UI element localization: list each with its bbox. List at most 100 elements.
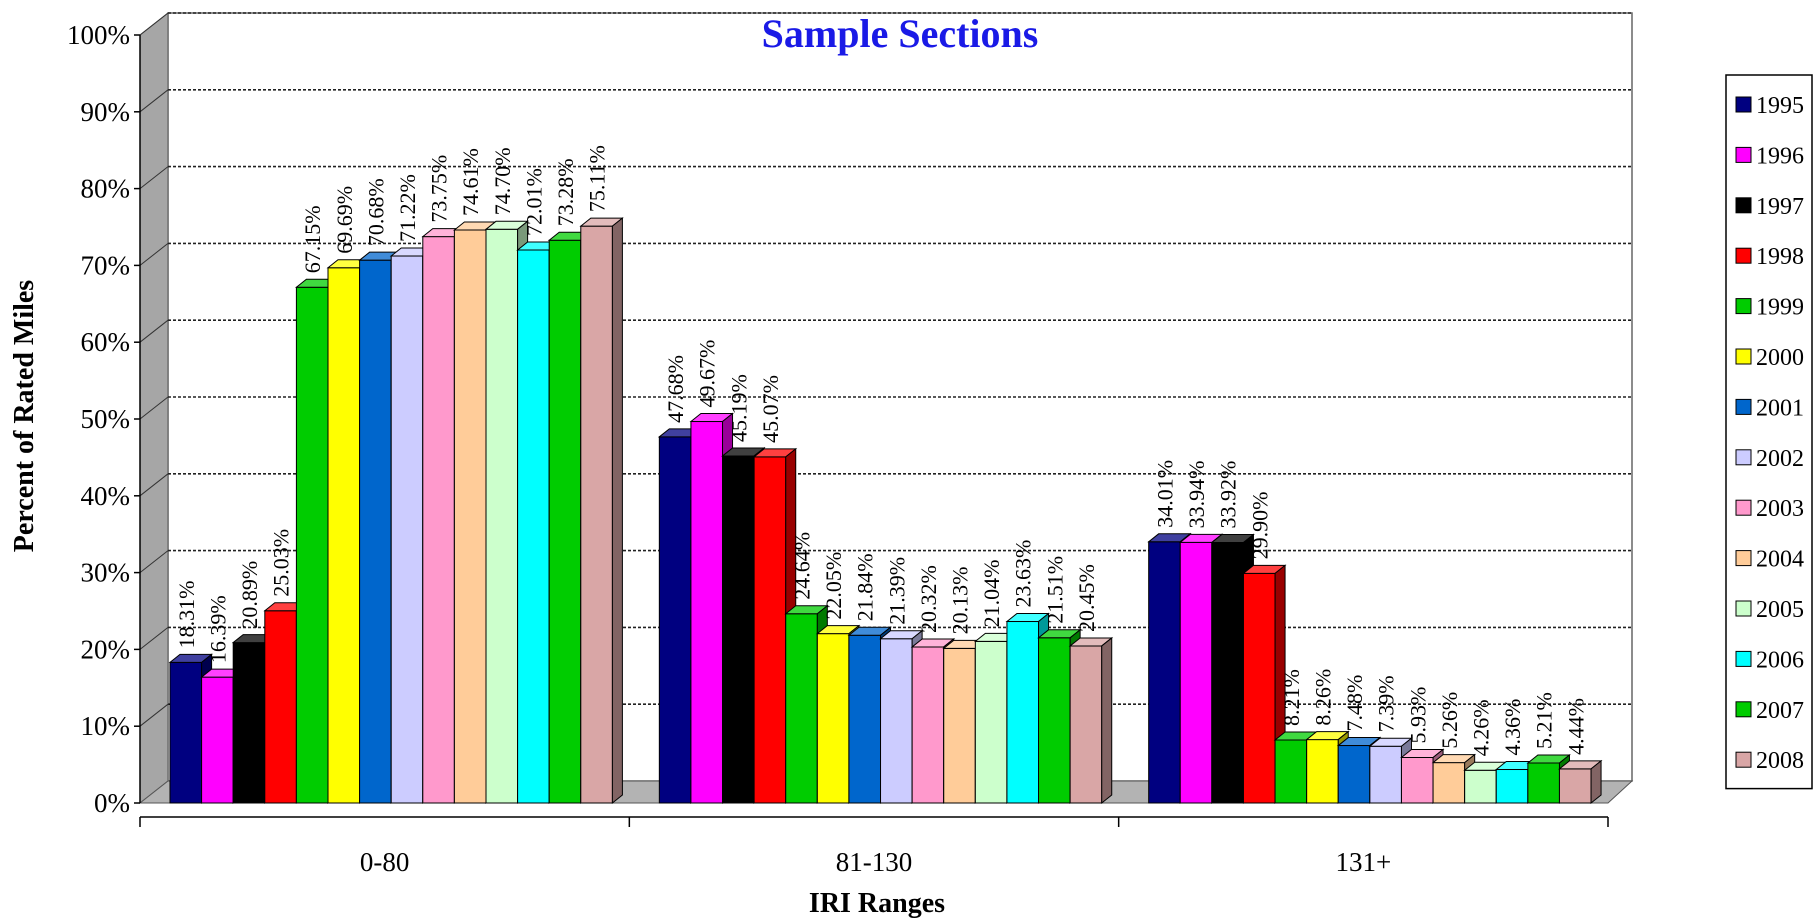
bar-front bbox=[690, 421, 724, 804]
bar-front bbox=[1558, 768, 1592, 804]
gridlines bbox=[139, 12, 1632, 727]
legend-label: 2007 bbox=[1756, 698, 1804, 724]
y-axis-title: Percent of Rated Miles bbox=[9, 280, 40, 552]
data-label: 4.26% bbox=[1468, 699, 1493, 756]
bar-front bbox=[753, 456, 787, 804]
bar-front bbox=[943, 647, 976, 804]
y-tick-label: 70% bbox=[81, 250, 131, 280]
bar-front bbox=[1242, 572, 1276, 804]
y-tick-label: 100% bbox=[67, 20, 130, 50]
gridline-side bbox=[139, 166, 169, 189]
gridline-side bbox=[139, 319, 169, 343]
legend-item-2002: 2002 bbox=[1735, 446, 1804, 472]
legend-label: 2000 bbox=[1756, 345, 1804, 371]
legend-swatch bbox=[1735, 550, 1752, 567]
data-label: 70.68% bbox=[363, 178, 388, 246]
data-label: 7.48% bbox=[1342, 675, 1367, 732]
bar-front bbox=[1464, 769, 1497, 804]
data-label: 29.90% bbox=[1247, 492, 1272, 560]
data-label: 5.26% bbox=[1437, 692, 1462, 749]
legend-swatch bbox=[1735, 650, 1752, 667]
y-tick-label: 40% bbox=[81, 481, 131, 511]
bar-front bbox=[517, 249, 550, 804]
data-label: 20.13% bbox=[948, 567, 973, 635]
legend-swatch bbox=[1735, 600, 1752, 617]
bar-side bbox=[1101, 636, 1113, 805]
data-label: 33.92% bbox=[1216, 461, 1241, 529]
bar-front bbox=[1527, 762, 1560, 804]
gridline-side bbox=[139, 12, 169, 36]
data-label: 49.67% bbox=[695, 340, 720, 408]
legend-swatch bbox=[1735, 247, 1752, 264]
data-label: 74.61% bbox=[458, 148, 483, 216]
legend-item-1995: 1995 bbox=[1735, 93, 1804, 119]
data-label: 20.45% bbox=[1074, 564, 1099, 632]
bar-front bbox=[658, 436, 692, 804]
bar-front bbox=[390, 255, 424, 804]
bar-front bbox=[264, 610, 297, 804]
y-tick-label: 30% bbox=[81, 558, 131, 588]
legend-label: 1996 bbox=[1756, 143, 1804, 169]
data-label: 45.07% bbox=[758, 375, 783, 443]
bar-front bbox=[548, 239, 582, 804]
bar-front bbox=[848, 634, 882, 804]
bar-1996-131+ bbox=[1178, 533, 1224, 805]
y-tick-label: 20% bbox=[81, 634, 131, 664]
bar-front bbox=[422, 236, 455, 804]
legend-label: 1998 bbox=[1756, 244, 1804, 270]
data-label: 33.94% bbox=[1184, 461, 1209, 529]
y-tick-label: 0% bbox=[94, 788, 130, 818]
bar-2008-81-130 bbox=[1068, 636, 1114, 805]
data-label: 74.70% bbox=[490, 147, 515, 215]
legend-item-2007: 2007 bbox=[1735, 698, 1804, 724]
bar-front bbox=[1400, 756, 1434, 804]
legend-label: 2006 bbox=[1756, 647, 1804, 673]
data-label: 23.63% bbox=[1011, 540, 1036, 608]
data-label: 8.21% bbox=[1279, 669, 1304, 726]
bar-front bbox=[974, 640, 1008, 804]
data-label: 21.39% bbox=[884, 557, 909, 625]
data-labels: 18.31% 16.39% 20.89% 25.03% 67.15% 69.69% 70.6… bbox=[174, 145, 1588, 756]
data-label: 21.84% bbox=[853, 553, 878, 621]
bar-front bbox=[580, 225, 613, 804]
y-tick-label: 50% bbox=[81, 404, 131, 434]
legend-item-2005: 2005 bbox=[1735, 597, 1804, 623]
legend-label: 2004 bbox=[1756, 547, 1804, 573]
bar-front bbox=[1006, 621, 1040, 804]
bar-front bbox=[201, 676, 234, 804]
legend-label: 1997 bbox=[1756, 194, 1804, 220]
gridline-side bbox=[139, 396, 169, 420]
x-axis-title: IRI Ranges bbox=[809, 888, 945, 919]
bar-front bbox=[816, 633, 850, 804]
legend-swatch bbox=[1735, 348, 1752, 365]
bar-front bbox=[1069, 645, 1103, 804]
data-label: 4.44% bbox=[1563, 698, 1588, 755]
y-tick-label: 90% bbox=[81, 97, 131, 127]
bar-front bbox=[295, 286, 329, 804]
legend-swatch bbox=[1735, 449, 1752, 466]
bar-front bbox=[722, 455, 755, 804]
gridline-side bbox=[139, 473, 169, 497]
legend-swatch bbox=[1735, 398, 1752, 415]
legend-label: 2003 bbox=[1756, 496, 1804, 522]
data-label: 20.89% bbox=[237, 561, 262, 629]
data-label: 67.15% bbox=[300, 205, 325, 273]
data-label: 47.68% bbox=[663, 355, 688, 423]
bar-front bbox=[1337, 745, 1371, 804]
bar-front bbox=[1211, 541, 1244, 804]
bar-2008-0-80 bbox=[579, 217, 624, 805]
data-label: 71.22% bbox=[395, 174, 420, 242]
bar-front bbox=[1038, 637, 1071, 804]
gridline-side bbox=[139, 703, 169, 727]
bar-front bbox=[1369, 745, 1402, 804]
bar-front bbox=[1495, 769, 1529, 804]
data-label: 20.32% bbox=[916, 565, 941, 633]
bar-2008-131+ bbox=[1558, 759, 1603, 805]
legend-swatch bbox=[1735, 499, 1752, 516]
data-label: 16.39% bbox=[205, 595, 230, 663]
data-label: 8.26% bbox=[1310, 669, 1335, 726]
bars bbox=[168, 217, 1603, 805]
data-label: 25.03% bbox=[269, 529, 294, 597]
gridline-side bbox=[139, 550, 169, 573]
